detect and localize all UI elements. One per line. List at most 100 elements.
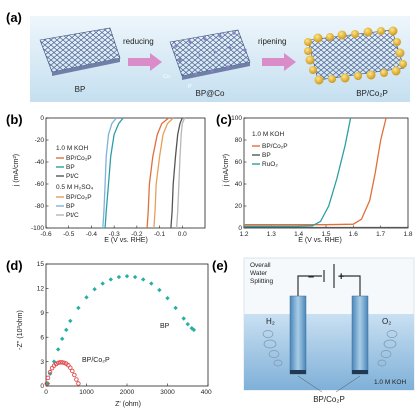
panel-c-series-2 (244, 117, 352, 227)
panel-c-series-0 (244, 117, 387, 226)
panel-d-bp-point (165, 295, 170, 301)
panel-c-xtick-label: 1.8 (403, 231, 412, 238)
panel-b-plot-frame (45, 117, 206, 229)
panel-b-series-0 (146, 117, 170, 229)
panel-d-ytick-label: 0 (40, 383, 44, 390)
panel-c-ytick-label: 0 (238, 225, 242, 232)
panel-c-xtick-label: 1.2 (239, 231, 248, 238)
panel-b-ytick-label: -60 (35, 181, 45, 188)
panel-e: (e) Overall Water Splitting – + H₂ O₂ 1.… (212, 257, 415, 404)
minus-sign: – (308, 271, 314, 283)
panel-d-bpco2p-point (61, 360, 67, 366)
panel-b-legend-title-1: 0.5 M H₂SO₄ (56, 184, 94, 191)
panel-b-legend-1-1-text: BP (66, 203, 75, 210)
title-line-3: Splitting (250, 278, 274, 285)
panel-c-xlabel: E (V vs. RHE) (298, 237, 342, 244)
panel-d-ytick-label: 12 (37, 286, 45, 293)
panel-d-bp-point (116, 274, 122, 280)
panel-d-bp-point (157, 287, 162, 293)
panel-d-bpco2p-point (45, 375, 51, 381)
panel-d-bp-point (149, 281, 154, 286)
panel-c-legend-0-text: BP/Co₂P (262, 143, 288, 150)
panel-d-bp-point (181, 316, 186, 321)
panel-b-series-2 (170, 117, 183, 229)
panel-b-xtick-label: -0.3 (109, 231, 121, 238)
panel-d-bp-point (185, 321, 190, 327)
panel-c-legend-1-text: BP (262, 152, 271, 159)
panel-d-bp-point (60, 336, 65, 342)
panel-c-xtick-label: 1.4 (294, 231, 303, 238)
circuit-wires (297, 264, 361, 296)
panel-b-legend-0-0-text: BP/Co₂P (66, 155, 92, 162)
panel-c-ylabel: j (mA/cm²) (223, 154, 230, 187)
anode-electrode (351, 295, 369, 375)
panel-b-xlabel: E (V vs. RHE) (104, 237, 148, 244)
panel-b-xtick-label: -0.2 (131, 231, 143, 238)
panel-d-bp-point (132, 274, 138, 280)
panel-d-xtick-label: 0 (44, 389, 48, 396)
panel-d-plot-frame (45, 263, 209, 387)
panel-b-series-3 (153, 117, 174, 229)
panel-b-legend-0-1-text: BP (66, 164, 75, 171)
panel-d-bp-point (173, 305, 178, 311)
panel-b-legend-1-0-text: BP/Co₂P (66, 194, 92, 201)
bp-co-illustration (169, 29, 251, 80)
panel-d-bp-point (191, 327, 197, 333)
panel-d-ytick-label: 9 (40, 310, 44, 317)
panel-c-xtick-label: 1.7 (376, 231, 385, 238)
panel-d-bpco2p-point (70, 368, 75, 374)
panel-d-xtick-label: 3000 (160, 389, 175, 396)
reducing-label: reducing (123, 37, 154, 46)
anode-base (352, 370, 368, 374)
electrolyte-label: 1.0 M KOH (374, 379, 406, 386)
panel-d-xtick-label: 1000 (79, 389, 94, 396)
atom-co-label: Co (163, 74, 170, 80)
panel-d-xtick-label: 2000 (120, 389, 135, 396)
ripening-label: ripening (258, 37, 286, 46)
electrode-callouts (297, 375, 361, 393)
panel-c-label: (c) (216, 112, 232, 127)
panel-d-bp-point (55, 347, 61, 352)
panel-d-bp-point (76, 305, 81, 311)
panel-b-legend-1-2-text: Pt/C (66, 212, 79, 219)
panel-d-bp-point (108, 277, 113, 282)
panel-b-series-5 (175, 117, 186, 229)
electrolyte-liquid (244, 314, 414, 390)
h2-label: H₂ (266, 317, 275, 326)
panel-c-legend-2-text: RuO₂ (262, 161, 278, 168)
panel-c-chart: (c) 1.2 1.3 1.4 1.5 1.6 1.7 1.8 0 20 40 60 80 100 1.0… (216, 112, 413, 244)
ripening-arrow (262, 53, 296, 71)
panel-b-label: (b) (6, 112, 23, 127)
title-line-2: Water (250, 270, 268, 277)
panel-c-xtick-label: 1.6 (349, 231, 358, 238)
cathode-electrode (289, 295, 307, 375)
panel-b-xtick-label: -0.6 (40, 231, 52, 238)
panel-b-ytick-label: -40 (35, 159, 45, 166)
caption-bp-co2p: BP/Co₂P (356, 89, 388, 98)
panel-c-xtick-label: 1.5 (321, 231, 330, 238)
o2-label: O₂ (382, 317, 391, 326)
panel-b-xtick-label: -0.4 (86, 231, 98, 238)
panel-d-xlabel: Z' (ohm) (115, 401, 141, 408)
panel-d-bp-point (100, 281, 105, 286)
panel-d-ytick-label: 15 (37, 261, 45, 268)
caption-bp-co: BP@Co (195, 89, 225, 98)
panel-e-label: (e) (212, 258, 228, 273)
atom-p-label: P (188, 84, 192, 90)
panel-d-ylabel: -Z'' (10³ohm) (17, 310, 24, 350)
panel-b-ytick-label: -20 (35, 137, 45, 144)
panel-a-label: (a) (6, 10, 22, 25)
series-label-bp: BP (160, 323, 170, 330)
h2-bubbles (262, 330, 283, 367)
cathode-base (290, 370, 306, 374)
panel-d-bpco2p-point (57, 360, 63, 365)
bp-co2p-illustration (304, 26, 407, 85)
panel-b-legend-0-2-text: Pt/C (66, 173, 79, 180)
electrode-label: BP/Co₂P (313, 395, 345, 404)
caption-bp: BP (75, 85, 86, 94)
panel-c-xtick-label: 1.3 (267, 231, 276, 238)
panel-b-ytick-label: 0 (40, 115, 44, 122)
panel-d-bpco2p-point (74, 377, 79, 382)
